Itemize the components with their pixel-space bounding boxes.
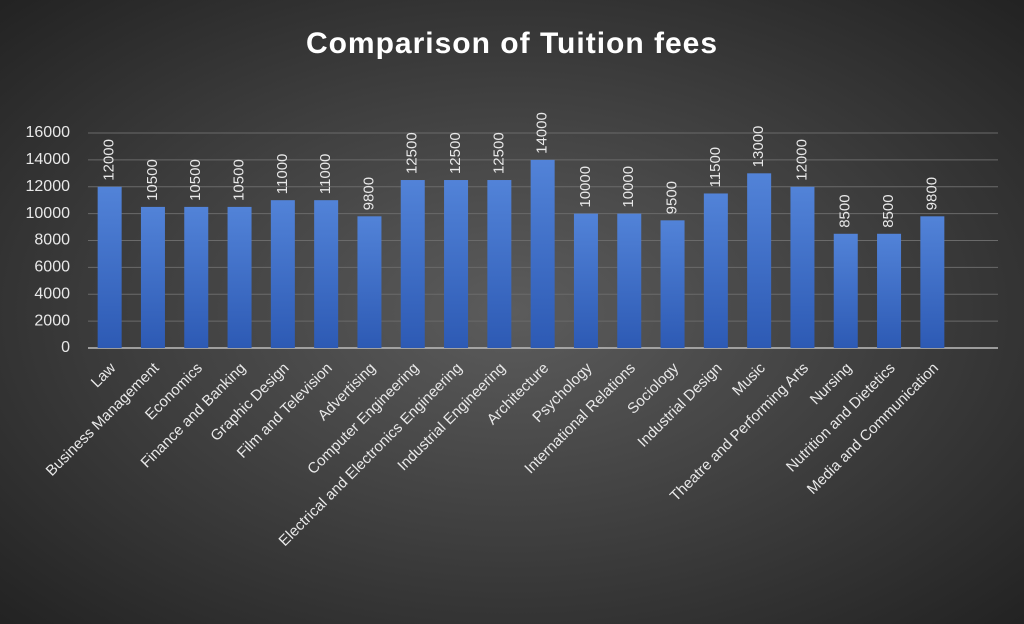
data-label: 10500 xyxy=(144,159,161,201)
data-label: 9800 xyxy=(360,177,377,210)
y-tick-label: 16000 xyxy=(26,124,71,141)
bar xyxy=(747,173,772,348)
chart-title: Comparison of Tuition fees xyxy=(306,27,718,60)
data-label: 11000 xyxy=(317,154,334,195)
data-label: 10000 xyxy=(620,166,637,208)
bar xyxy=(357,216,382,348)
data-label: 13000 xyxy=(750,126,767,168)
data-label: 14000 xyxy=(534,112,551,154)
data-label: 10500 xyxy=(231,159,248,201)
data-label: 10000 xyxy=(577,166,594,208)
bar xyxy=(444,180,469,348)
bar xyxy=(833,233,858,348)
y-tick-label: 8000 xyxy=(34,232,70,249)
bar xyxy=(184,206,209,348)
bar xyxy=(660,220,685,348)
bar xyxy=(97,186,122,348)
y-tick-label: 4000 xyxy=(34,285,70,302)
y-tick-label: 12000 xyxy=(26,178,71,195)
data-label: 11000 xyxy=(274,154,291,195)
bar xyxy=(877,233,902,348)
y-tick-label: 10000 xyxy=(26,205,71,222)
bar xyxy=(140,206,165,348)
bar xyxy=(487,180,512,348)
data-label: 11500 xyxy=(707,147,724,188)
bar xyxy=(530,159,555,348)
y-tick-label: 14000 xyxy=(26,151,71,168)
bar xyxy=(703,193,728,348)
bar xyxy=(270,200,295,348)
data-label: 10500 xyxy=(187,159,204,201)
bar xyxy=(573,213,598,348)
bar xyxy=(227,206,252,348)
data-label: 8500 xyxy=(837,194,854,227)
data-label: 12500 xyxy=(447,132,464,174)
data-label: 12000 xyxy=(793,139,810,181)
y-tick-label: 6000 xyxy=(34,259,70,276)
data-label: 12500 xyxy=(490,132,507,174)
bar xyxy=(920,216,945,348)
y-tick-label: 0 xyxy=(61,339,70,356)
bar xyxy=(617,213,642,348)
data-label: 8500 xyxy=(880,194,897,227)
y-tick-label: 2000 xyxy=(34,312,70,329)
data-label: 12000 xyxy=(101,139,118,181)
bar xyxy=(314,200,339,348)
data-label: 9800 xyxy=(923,177,940,210)
data-label: 12500 xyxy=(404,132,421,174)
bar xyxy=(790,186,815,348)
data-label: 9500 xyxy=(664,181,681,214)
bar xyxy=(400,180,425,348)
